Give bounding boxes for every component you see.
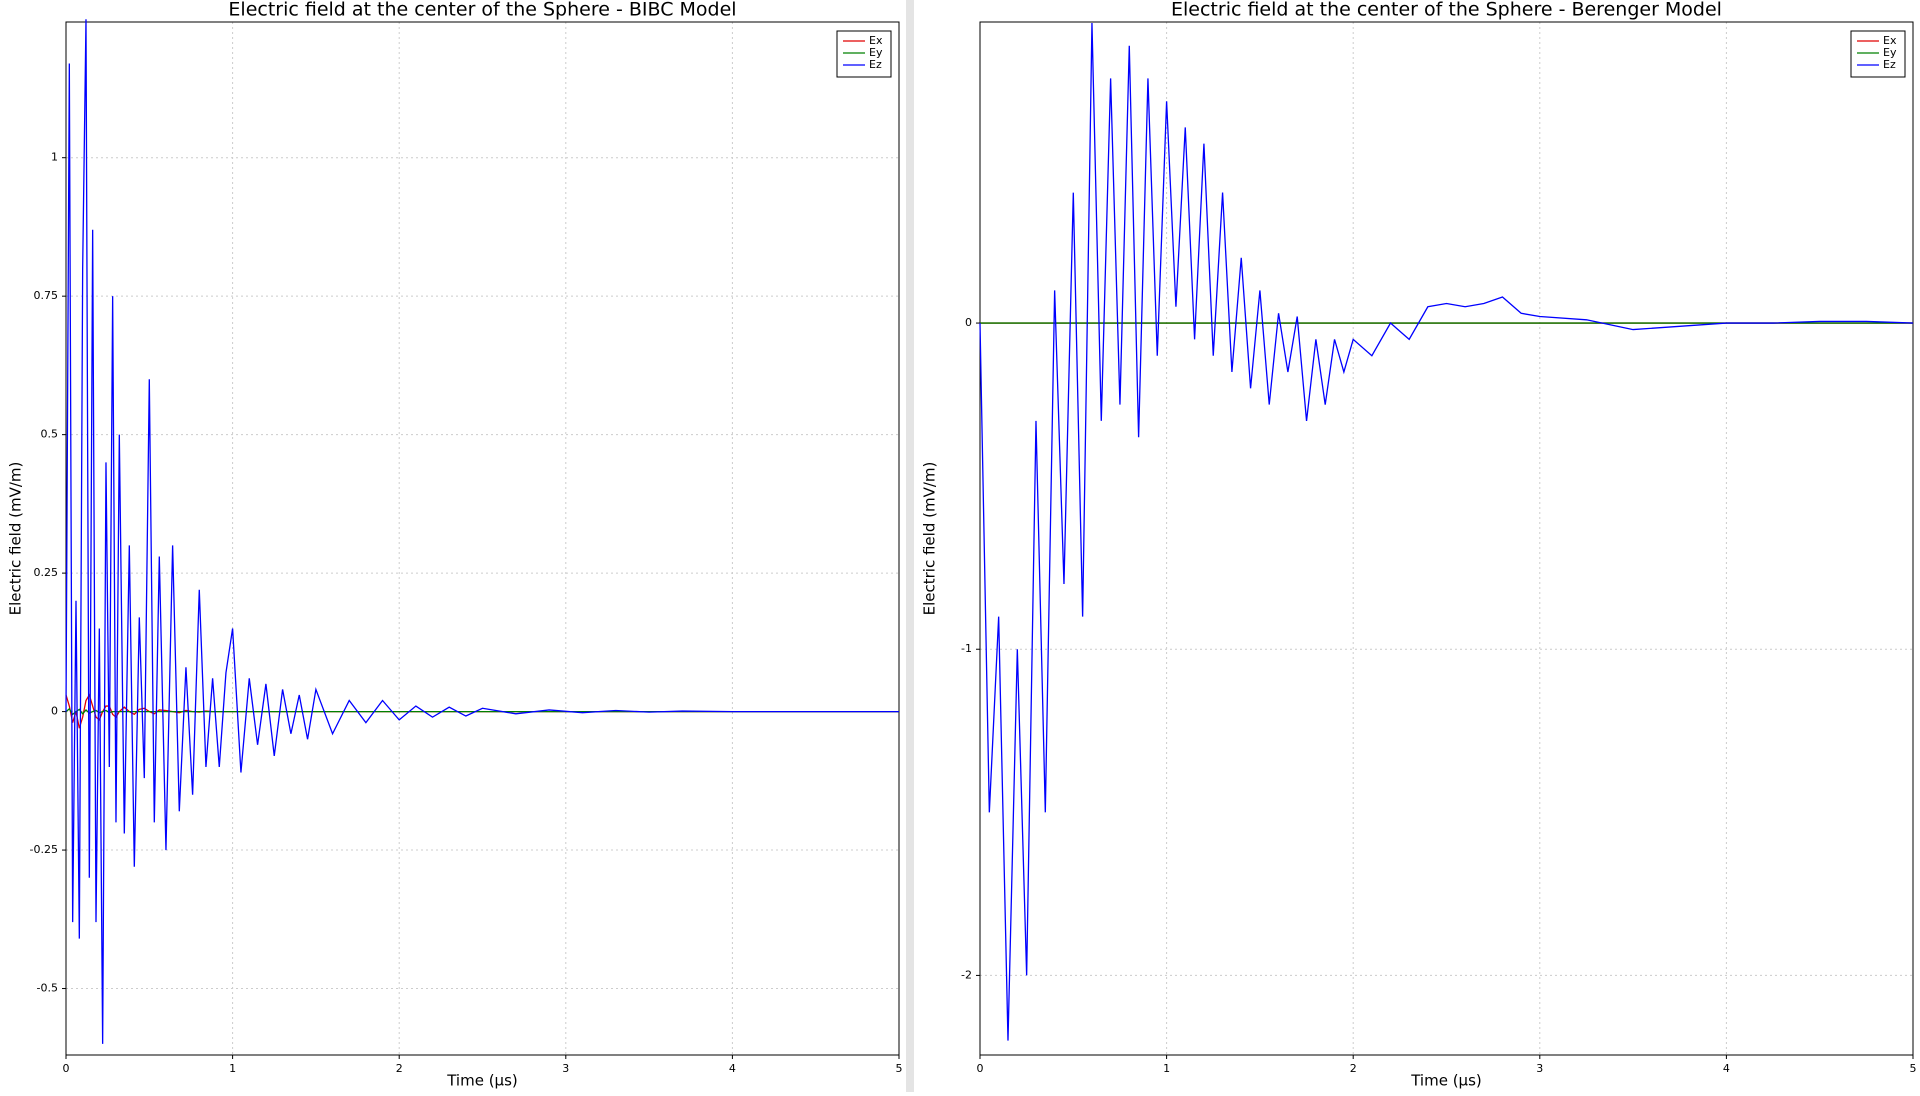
y-axis-label: Electric field (mV/m)	[7, 462, 25, 616]
x-tick-label: 3	[1536, 1062, 1543, 1075]
legend-label: Ex	[1883, 34, 1897, 47]
legend-box	[836, 30, 892, 78]
legend-label: Ex	[869, 34, 883, 47]
series-line	[65, 19, 899, 1044]
chart-title: Electric field at the center of the Sphe…	[228, 0, 736, 21]
legend-label: Ez	[1883, 58, 1896, 71]
y-tick-label: 1	[51, 151, 58, 164]
x-tick-label: 3	[562, 1062, 569, 1075]
y-tick-label: 0	[965, 316, 972, 329]
x-axis-label: Time (µs)	[1410, 1072, 1482, 1090]
series-line	[979, 22, 1914, 1041]
x-tick-label: 5	[896, 1062, 903, 1075]
x-tick-label: 5	[1910, 1062, 1917, 1075]
chart-title: Electric field at the center of the Sphe…	[1171, 0, 1722, 21]
y-axis-label: Electric field (mV/m)	[921, 462, 939, 616]
x-tick-label: 2	[396, 1062, 403, 1075]
y-tick-label: 0.25	[34, 566, 59, 579]
legend-label: Ey	[1883, 46, 1897, 59]
legend-label: Ez	[869, 58, 882, 71]
x-tick-label: 4	[729, 1062, 736, 1075]
series-line	[65, 707, 899, 716]
y-tick-label: 0.5	[41, 428, 59, 441]
plot-frame	[979, 21, 1914, 1056]
x-axis-label: Time (µs)	[446, 1072, 518, 1090]
legend-box	[1850, 30, 1906, 78]
y-tick-label: -1	[961, 642, 972, 655]
legend-label: Ey	[869, 46, 883, 59]
x-tick-label: 0	[63, 1062, 70, 1075]
x-tick-label: 1	[1163, 1062, 1170, 1075]
splitter	[906, 0, 914, 1092]
x-tick-label: 0	[977, 1062, 984, 1075]
plot-frame	[65, 21, 900, 1056]
y-tick-label: 0.75	[34, 289, 59, 302]
y-tick-label: -0.25	[30, 843, 58, 856]
x-tick-label: 4	[1723, 1062, 1730, 1075]
y-tick-label: 0	[51, 705, 58, 718]
y-tick-label: -0.5	[37, 982, 58, 995]
x-tick-label: 2	[1350, 1062, 1357, 1075]
y-tick-label: -2	[961, 968, 972, 981]
x-tick-label: 1	[229, 1062, 236, 1075]
